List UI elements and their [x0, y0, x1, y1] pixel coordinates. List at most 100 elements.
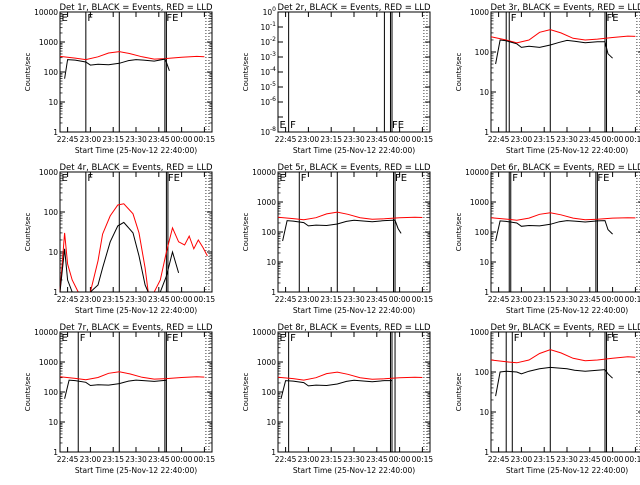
y-tick-label: 10-6 — [260, 96, 276, 107]
event-marker-label: E — [62, 333, 68, 344]
y-tick-label: 10000 — [252, 168, 276, 177]
y-tick-label: 1000 — [39, 168, 58, 177]
event-marker-label: E — [62, 13, 68, 24]
detector-panel-2: Det 2r, BLACK = Events, RED = LLD 10-8 10-… — [242, 3, 433, 155]
y-axis-label: Counts/sec — [242, 53, 250, 92]
y-tick-label: 10 — [266, 418, 276, 427]
lld-series-line — [490, 349, 636, 364]
x-tick-label: 23:00 — [80, 135, 102, 144]
y-tick-label: 1000 — [257, 198, 276, 207]
events-series-line — [495, 366, 613, 397]
y-tick-label: 10-4 — [260, 66, 276, 77]
events-series-line — [495, 39, 613, 65]
event-marker-label: F — [290, 120, 296, 131]
x-tick-label: 22:45 — [488, 135, 510, 144]
panel-title: Det 5r, BLACK = Events, RED = LLD — [277, 163, 431, 173]
detector-panel-1: Det 1r, BLACK = Events, RED = LLD 1 10 100 1… — [24, 3, 215, 155]
plot-frame — [59, 331, 213, 453]
y-tick-label: 1000 — [257, 358, 276, 367]
x-tick-label: 23:45 — [366, 135, 388, 144]
plot-frame — [59, 11, 213, 133]
x-tick-label: 00:00 — [389, 135, 411, 144]
event-marker-label: F — [514, 333, 520, 344]
event-marker-label: F — [512, 173, 518, 184]
y-tick-label: 100 — [263, 6, 277, 17]
y-tick-label: 10-8 — [260, 126, 276, 137]
y-tick-label: 10-5 — [260, 81, 276, 92]
y-tick-label: 1 — [484, 288, 489, 297]
x-tick-label: 00:00 — [602, 135, 624, 144]
x-tick-label: 00:15 — [412, 455, 434, 464]
x-tick-label: 23:30 — [125, 295, 147, 304]
detector-panel-8: Det 8r, BLACK = Events, RED = LLD 1 10 100 1… — [242, 323, 433, 475]
x-tick-label: 23:15 — [320, 295, 342, 304]
panel-title: Det 3r, BLACK = Events, RED = LLD — [490, 3, 640, 13]
event-marker-label: F — [87, 173, 93, 184]
x-tick-label: 22:45 — [57, 455, 79, 464]
x-tick-label: 22:45 — [57, 295, 79, 304]
event-marker-label: FE — [168, 173, 180, 184]
event-marker-label: FE — [166, 13, 178, 24]
lld-series-line — [490, 212, 636, 221]
y-axis-label: Counts/sec — [455, 213, 463, 252]
x-tick-label: 23:30 — [125, 455, 147, 464]
detector-panel-5: Det 5r, BLACK = Events, RED = LLD 1 10 100 1… — [242, 163, 433, 315]
x-tick-label: 23:30 — [343, 295, 365, 304]
x-tick-label: 00:15 — [625, 455, 640, 464]
x-tick-label: 23:15 — [102, 455, 124, 464]
x-tick-label: 23:00 — [298, 455, 320, 464]
x-tick-label: 00:00 — [171, 455, 193, 464]
y-tick-label: 100 — [475, 48, 490, 57]
x-tick-label: 23:30 — [556, 135, 578, 144]
x-axis-label: Start Time (25-Nov-12 22:40:00) — [506, 306, 628, 315]
detector-panel-7: Det 7r, BLACK = Events, RED = LLD 1 10 100 1… — [24, 323, 215, 475]
y-axis-label: Counts/sec — [24, 53, 32, 92]
event-marker-label: E — [280, 333, 286, 344]
x-tick-label: 23:45 — [148, 135, 170, 144]
panel-title: Det 2r, BLACK = Events, RED = LLD — [277, 3, 431, 13]
x-axis-label: Start Time (25-Nov-12 22:40:00) — [75, 466, 197, 475]
x-axis-label: Start Time (25-Nov-12 22:40:00) — [506, 466, 628, 475]
lld-series-line — [277, 211, 423, 221]
x-tick-label: 23:15 — [533, 455, 555, 464]
y-tick-label: 1 — [271, 448, 276, 457]
y-tick-label: 1000 — [470, 198, 489, 207]
x-tick-label: 00:00 — [171, 295, 193, 304]
x-tick-label: 22:45 — [488, 295, 510, 304]
x-tick-label: 23:45 — [148, 455, 170, 464]
x-axis-label: Start Time (25-Nov-12 22:40:00) — [75, 306, 197, 315]
plot-frame — [277, 11, 431, 133]
y-tick-label: 100 — [44, 388, 59, 397]
events-series-line — [59, 221, 180, 293]
x-tick-label: 23:45 — [579, 135, 601, 144]
x-tick-label: 23:00 — [511, 295, 533, 304]
plot-frame — [277, 171, 431, 293]
y-tick-label: 10 — [48, 98, 58, 107]
panel-title: Det 4r, BLACK = Events, RED = LLD — [59, 163, 213, 173]
panel-title: Det 1r, BLACK = Events, RED = LLD — [59, 3, 213, 13]
plot-frame — [490, 171, 640, 293]
x-tick-label: 00:00 — [389, 295, 411, 304]
event-marker-label: F — [511, 13, 517, 24]
plot-frame — [59, 171, 213, 293]
x-axis-label: Start Time (25-Nov-12 22:40:00) — [293, 466, 415, 475]
x-tick-label: 23:00 — [511, 455, 533, 464]
y-tick-label: 1 — [484, 448, 489, 457]
x-axis-label: Start Time (25-Nov-12 22:40:00) — [506, 146, 628, 155]
y-axis-label: Counts/sec — [24, 373, 32, 412]
x-tick-label: 00:15 — [412, 135, 434, 144]
x-tick-label: 23:15 — [320, 135, 342, 144]
panel-title: Det 8r, BLACK = Events, RED = LLD — [277, 323, 431, 333]
panel-title: Det 6r, BLACK = Events, RED = LLD — [490, 163, 640, 173]
x-tick-label: 23:00 — [80, 455, 102, 464]
x-tick-label: 23:15 — [320, 455, 342, 464]
x-tick-label: 00:00 — [602, 295, 624, 304]
event-marker-label: FE — [166, 333, 178, 344]
event-marker-label: F — [87, 13, 93, 24]
detector-panel-9: Det 9r, BLACK = Events, RED = LLD 1 10 100 1… — [455, 323, 640, 475]
y-tick-label: 10 — [48, 418, 58, 427]
event-marker-label: E — [62, 173, 68, 184]
y-tick-label: 1 — [53, 128, 58, 137]
panel-title: Det 7r, BLACK = Events, RED = LLD — [59, 323, 213, 333]
